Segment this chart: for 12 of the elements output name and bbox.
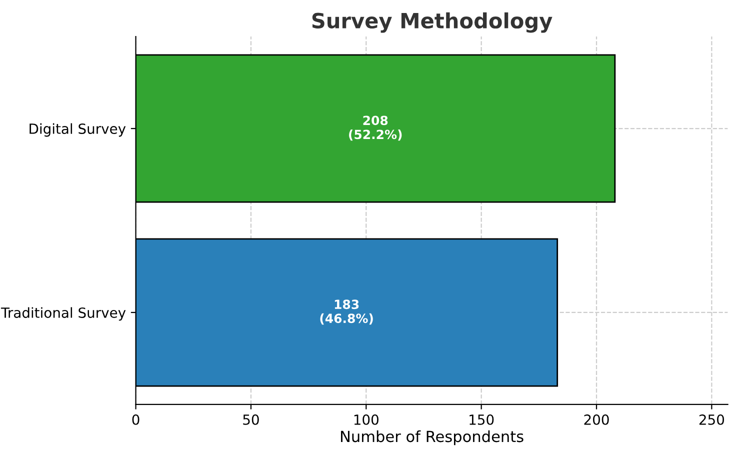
- x-tick-label: 150: [470, 414, 494, 425]
- chart-title: Survey Methodology: [312, 12, 552, 33]
- x-tick-label: 250: [699, 414, 724, 425]
- x-axis-title: Number of Respondents: [341, 430, 524, 446]
- data-label: 208 (52.2%): [349, 116, 402, 141]
- x-tick-label: 0: [132, 414, 140, 425]
- y-tick-label: Digital Survey: [30, 123, 126, 137]
- data-label: 183 (46.8%): [320, 300, 373, 325]
- x-tick-label: 100: [354, 414, 378, 425]
- x-tick-label: 200: [584, 414, 609, 425]
- y-tick-label: Traditional Survey: [0, 307, 126, 321]
- x-tick-label: 50: [243, 414, 259, 425]
